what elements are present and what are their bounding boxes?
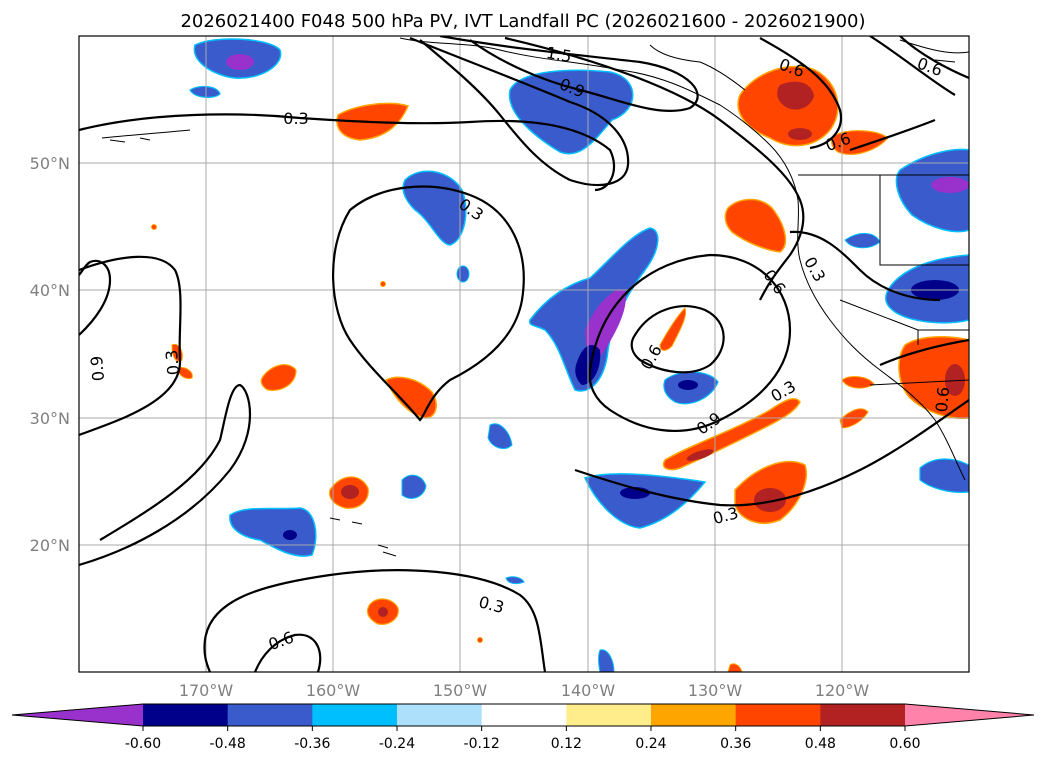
map-frame bbox=[78, 35, 970, 673]
lon-label: 150°W bbox=[433, 681, 488, 700]
lat-label: 40°N bbox=[30, 281, 70, 300]
plot-title: 2026021400 F048 500 hPa PV, IVT Landfall… bbox=[180, 11, 865, 32]
contour-label: 0.3 bbox=[162, 349, 183, 376]
colorbar-segment bbox=[820, 704, 906, 726]
colorbar-tick-label: 0.36 bbox=[720, 736, 751, 752]
colorbar-segments bbox=[11, 703, 1035, 727]
lon-label: 120°W bbox=[815, 681, 870, 700]
colorbar-extend-max bbox=[905, 704, 1034, 726]
colorbar-extend-min bbox=[12, 704, 143, 726]
colorbar-tick-label: 0.60 bbox=[889, 736, 920, 752]
colorbar-tick-label: -0.60 bbox=[125, 736, 161, 752]
lon-label: 140°W bbox=[561, 681, 616, 700]
colorbar-segment bbox=[481, 704, 567, 726]
pv-contours bbox=[79, 36, 969, 672]
colorbar-segment bbox=[735, 704, 821, 726]
contour-label: 0.9 bbox=[87, 355, 108, 382]
colorbar-tick-label: 0.48 bbox=[805, 736, 836, 752]
contour-label: 0.3 bbox=[283, 109, 308, 128]
lat-label: 20°N bbox=[30, 536, 70, 555]
colorbar-segment bbox=[566, 704, 652, 726]
colorbar-tick-label: -0.12 bbox=[464, 736, 500, 752]
lon-label: 170°W bbox=[179, 681, 234, 700]
coastlines bbox=[101, 37, 969, 557]
gridlines bbox=[79, 36, 969, 672]
lat-label: 50°N bbox=[30, 154, 70, 173]
colorbar: -0.60 -0.48 -0.36 -0.24 -0.12 0.12 0.24 0.36 0.4… bbox=[11, 703, 1035, 752]
contour-label: 0.6 bbox=[932, 386, 953, 413]
contour-label: 1.5 bbox=[545, 43, 573, 66]
lon-label: 160°W bbox=[306, 681, 361, 700]
longitude-labels: 170°W 160°W 150°W 140°W 130°W 120°W bbox=[179, 681, 870, 700]
map-panel: 1.5 0.9 0.3 0.6 0.3 0.6 0.6 0.3 0.9 0.3 … bbox=[78, 35, 970, 673]
latitude-labels: 20°N 30°N 40°N 50°N bbox=[30, 154, 70, 555]
colorbar-tick-label: -0.24 bbox=[379, 736, 415, 752]
colorbar-segment bbox=[227, 704, 313, 726]
colorbar-segment bbox=[651, 704, 737, 726]
colorbar-labels: -0.60 -0.48 -0.36 -0.24 -0.12 0.12 0.24 0.36 0.4… bbox=[125, 726, 921, 752]
lat-label: 30°N bbox=[30, 409, 70, 428]
positive-anomaly-shading bbox=[151, 65, 969, 672]
colorbar-tick-label: 0.12 bbox=[551, 736, 582, 752]
colorbar-tick-label: -0.36 bbox=[294, 736, 330, 752]
colorbar-tick-label: 0.24 bbox=[635, 736, 666, 752]
colorbar-tick-label: -0.48 bbox=[210, 736, 246, 752]
colorbar-segment bbox=[312, 704, 398, 726]
colorbar-segment bbox=[143, 704, 229, 726]
lon-label: 130°W bbox=[688, 681, 743, 700]
colorbar-segment bbox=[397, 704, 483, 726]
